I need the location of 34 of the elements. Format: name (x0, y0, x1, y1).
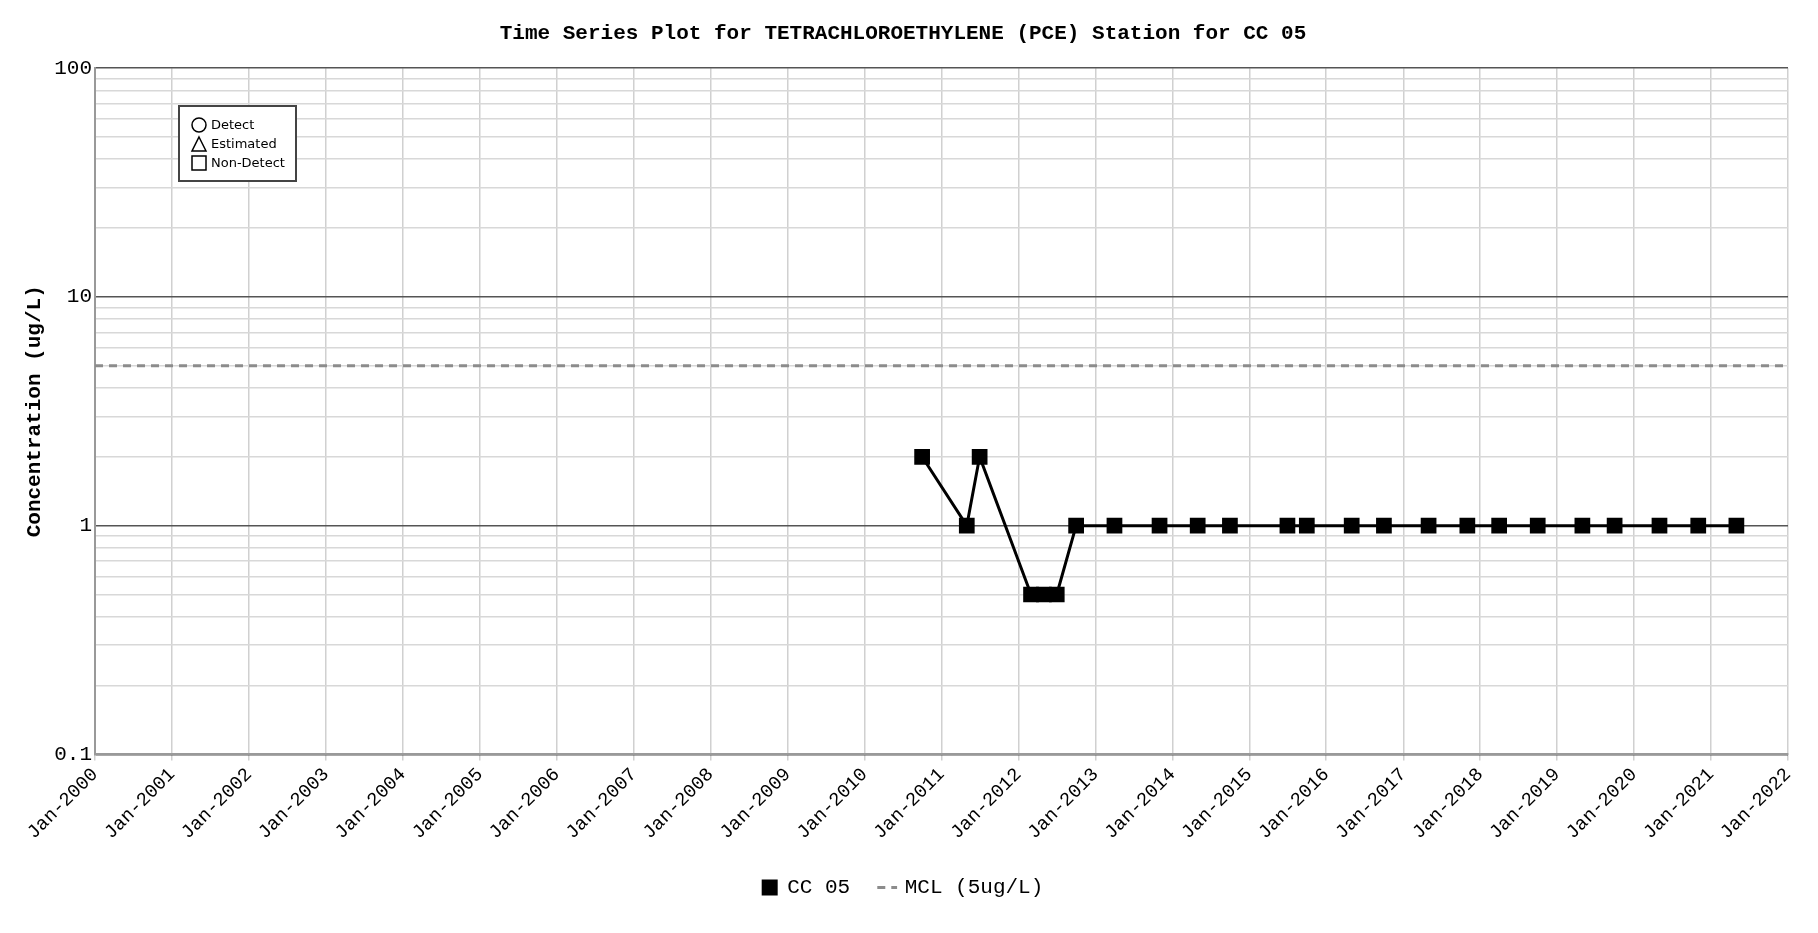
annotation: Detect (211, 116, 255, 134)
point (1420, 517, 1437, 534)
point (1279, 517, 1296, 534)
point (1106, 517, 1123, 534)
point (1529, 517, 1546, 534)
point (914, 448, 930, 465)
point (1048, 586, 1065, 603)
point (1606, 517, 1623, 534)
point (971, 448, 988, 465)
y-tick-label: 1 (79, 514, 93, 538)
point (1343, 517, 1360, 534)
point (1491, 517, 1508, 534)
point (1222, 517, 1238, 534)
marker-key: Detect Estimated Non-Detect (178, 105, 297, 182)
point (1651, 517, 1668, 534)
chart-title: Time Series Plot for TETRACHLOROETHYLENE (PCE) Station for CC 05 (499, 21, 1307, 45)
annotation: Non-Detect (211, 154, 285, 172)
point (1068, 517, 1084, 534)
y-tick-label: 100 (54, 56, 93, 80)
point (1574, 517, 1591, 534)
point (958, 517, 975, 534)
annotation: Estimated (211, 135, 277, 153)
point (1376, 517, 1392, 534)
legend-label: MCL (5ug/L) (904, 876, 1044, 900)
legend-label: CC 05 (787, 876, 851, 900)
y-tick-label: 10 (66, 285, 93, 309)
y-axis-title: Concentration (ug/L) (22, 285, 46, 538)
point (1189, 517, 1206, 534)
y-tick-label: 0.1 (54, 742, 93, 766)
point (1298, 517, 1315, 534)
point (1459, 517, 1476, 534)
point (1690, 517, 1707, 534)
point (1151, 517, 1168, 534)
point (1728, 517, 1745, 534)
